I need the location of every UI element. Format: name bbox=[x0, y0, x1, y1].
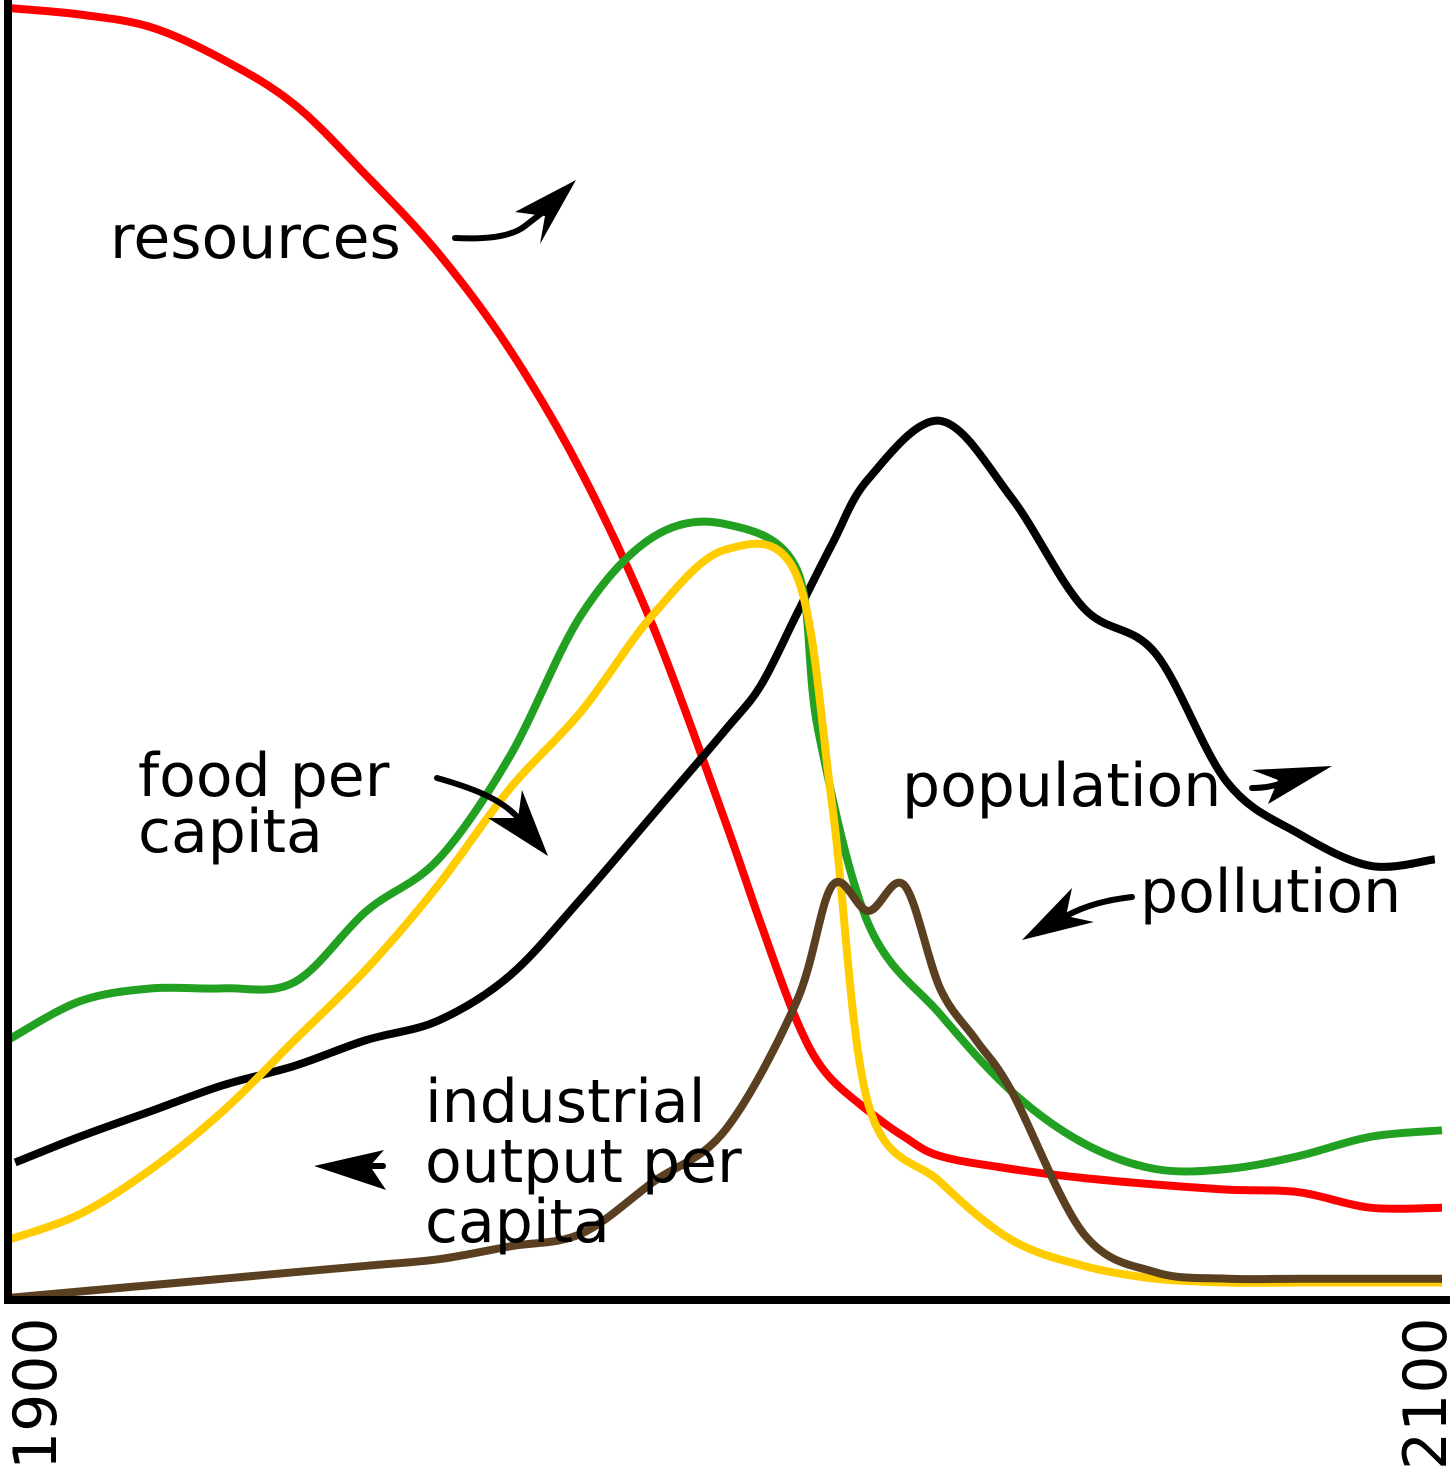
annotation-food-capita: capita bbox=[138, 797, 323, 867]
series-line-pollution bbox=[7, 878, 1442, 1302]
annotation-arrows bbox=[314, 180, 1332, 1190]
annotation-industrial-capita: capita bbox=[425, 1187, 610, 1257]
annotation-population: population bbox=[902, 751, 1221, 821]
series-line-industrial-output-per-capita bbox=[6, 539, 1442, 1287]
population-arrow-icon bbox=[1249, 766, 1332, 804]
annotations: resources food per capita population pol… bbox=[110, 203, 1401, 1257]
annotation-output-per: output per bbox=[425, 1127, 742, 1197]
axes bbox=[4, 0, 1450, 1304]
pollution-arrow-icon bbox=[1022, 888, 1135, 940]
industrial-arrow-icon bbox=[314, 1150, 386, 1190]
series-line-population bbox=[13, 416, 1436, 1167]
x-tick-label-end: 2100 bbox=[1391, 1317, 1456, 1470]
annotation-pollution: pollution bbox=[1140, 857, 1401, 927]
series-line-food-per-capita bbox=[6, 517, 1443, 1176]
series-line-resources bbox=[7, 4, 1443, 1213]
food-arrow-icon bbox=[434, 775, 548, 856]
resources-arrow-icon bbox=[452, 180, 576, 244]
annotation-food-per: food per bbox=[138, 741, 390, 811]
x-tick-label-start: 1900 bbox=[1, 1317, 71, 1470]
series-layer bbox=[6, 4, 1443, 1302]
annotation-resources: resources bbox=[110, 203, 401, 273]
annotation-industrial: industrial bbox=[425, 1067, 705, 1137]
